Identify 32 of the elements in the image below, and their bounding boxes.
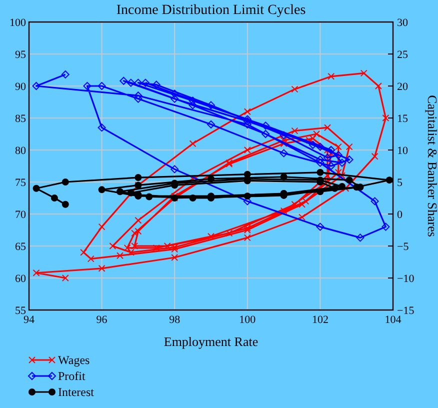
y2-tick-label: −10 [397, 273, 415, 285]
x-tick-label: 96 [96, 314, 108, 326]
x-tick-label: 94 [24, 314, 35, 326]
y-tick-label: 95 [15, 49, 26, 61]
x-tick-label: 104 [384, 314, 402, 326]
y-tick-label: 60 [15, 273, 26, 285]
y-tick-label: 85 [15, 113, 26, 125]
y-tick-label: 75 [15, 177, 26, 189]
y-tick-label: 70 [15, 209, 26, 221]
y-tick-label: 90 [15, 81, 26, 93]
legend-label: Profit [58, 369, 86, 383]
legend-label: Wages [58, 353, 90, 367]
y2-tick-label: 15 [397, 113, 408, 125]
x-axis-title: Employment Rate [164, 334, 258, 349]
legend-label: Interest [58, 385, 95, 399]
y2-tick-label: 25 [397, 49, 408, 61]
y-tick-label: 80 [15, 145, 26, 157]
x-tick-label: 100 [239, 314, 256, 326]
y2-tick-label: 0 [397, 209, 403, 221]
chart-title: Income Distribution Limit Cycles [116, 3, 306, 18]
y2-tick-label: −5 [397, 241, 410, 253]
x-tick-label: 98 [169, 314, 181, 326]
y-tick-label: 65 [15, 241, 26, 253]
y2-tick-label: 30 [397, 17, 408, 29]
y-tick-label: 55 [15, 305, 26, 317]
y2-tick-label: 20 [397, 81, 408, 93]
y2-tick-label: 10 [397, 145, 408, 157]
y2-axis-title: Capitalist & Banker Shares [425, 95, 438, 237]
y2-tick-label: 5 [397, 177, 403, 189]
y-tick-label: 100 [10, 17, 26, 29]
y2-tick-label: −15 [397, 305, 415, 317]
x-tick-label: 102 [312, 314, 328, 326]
